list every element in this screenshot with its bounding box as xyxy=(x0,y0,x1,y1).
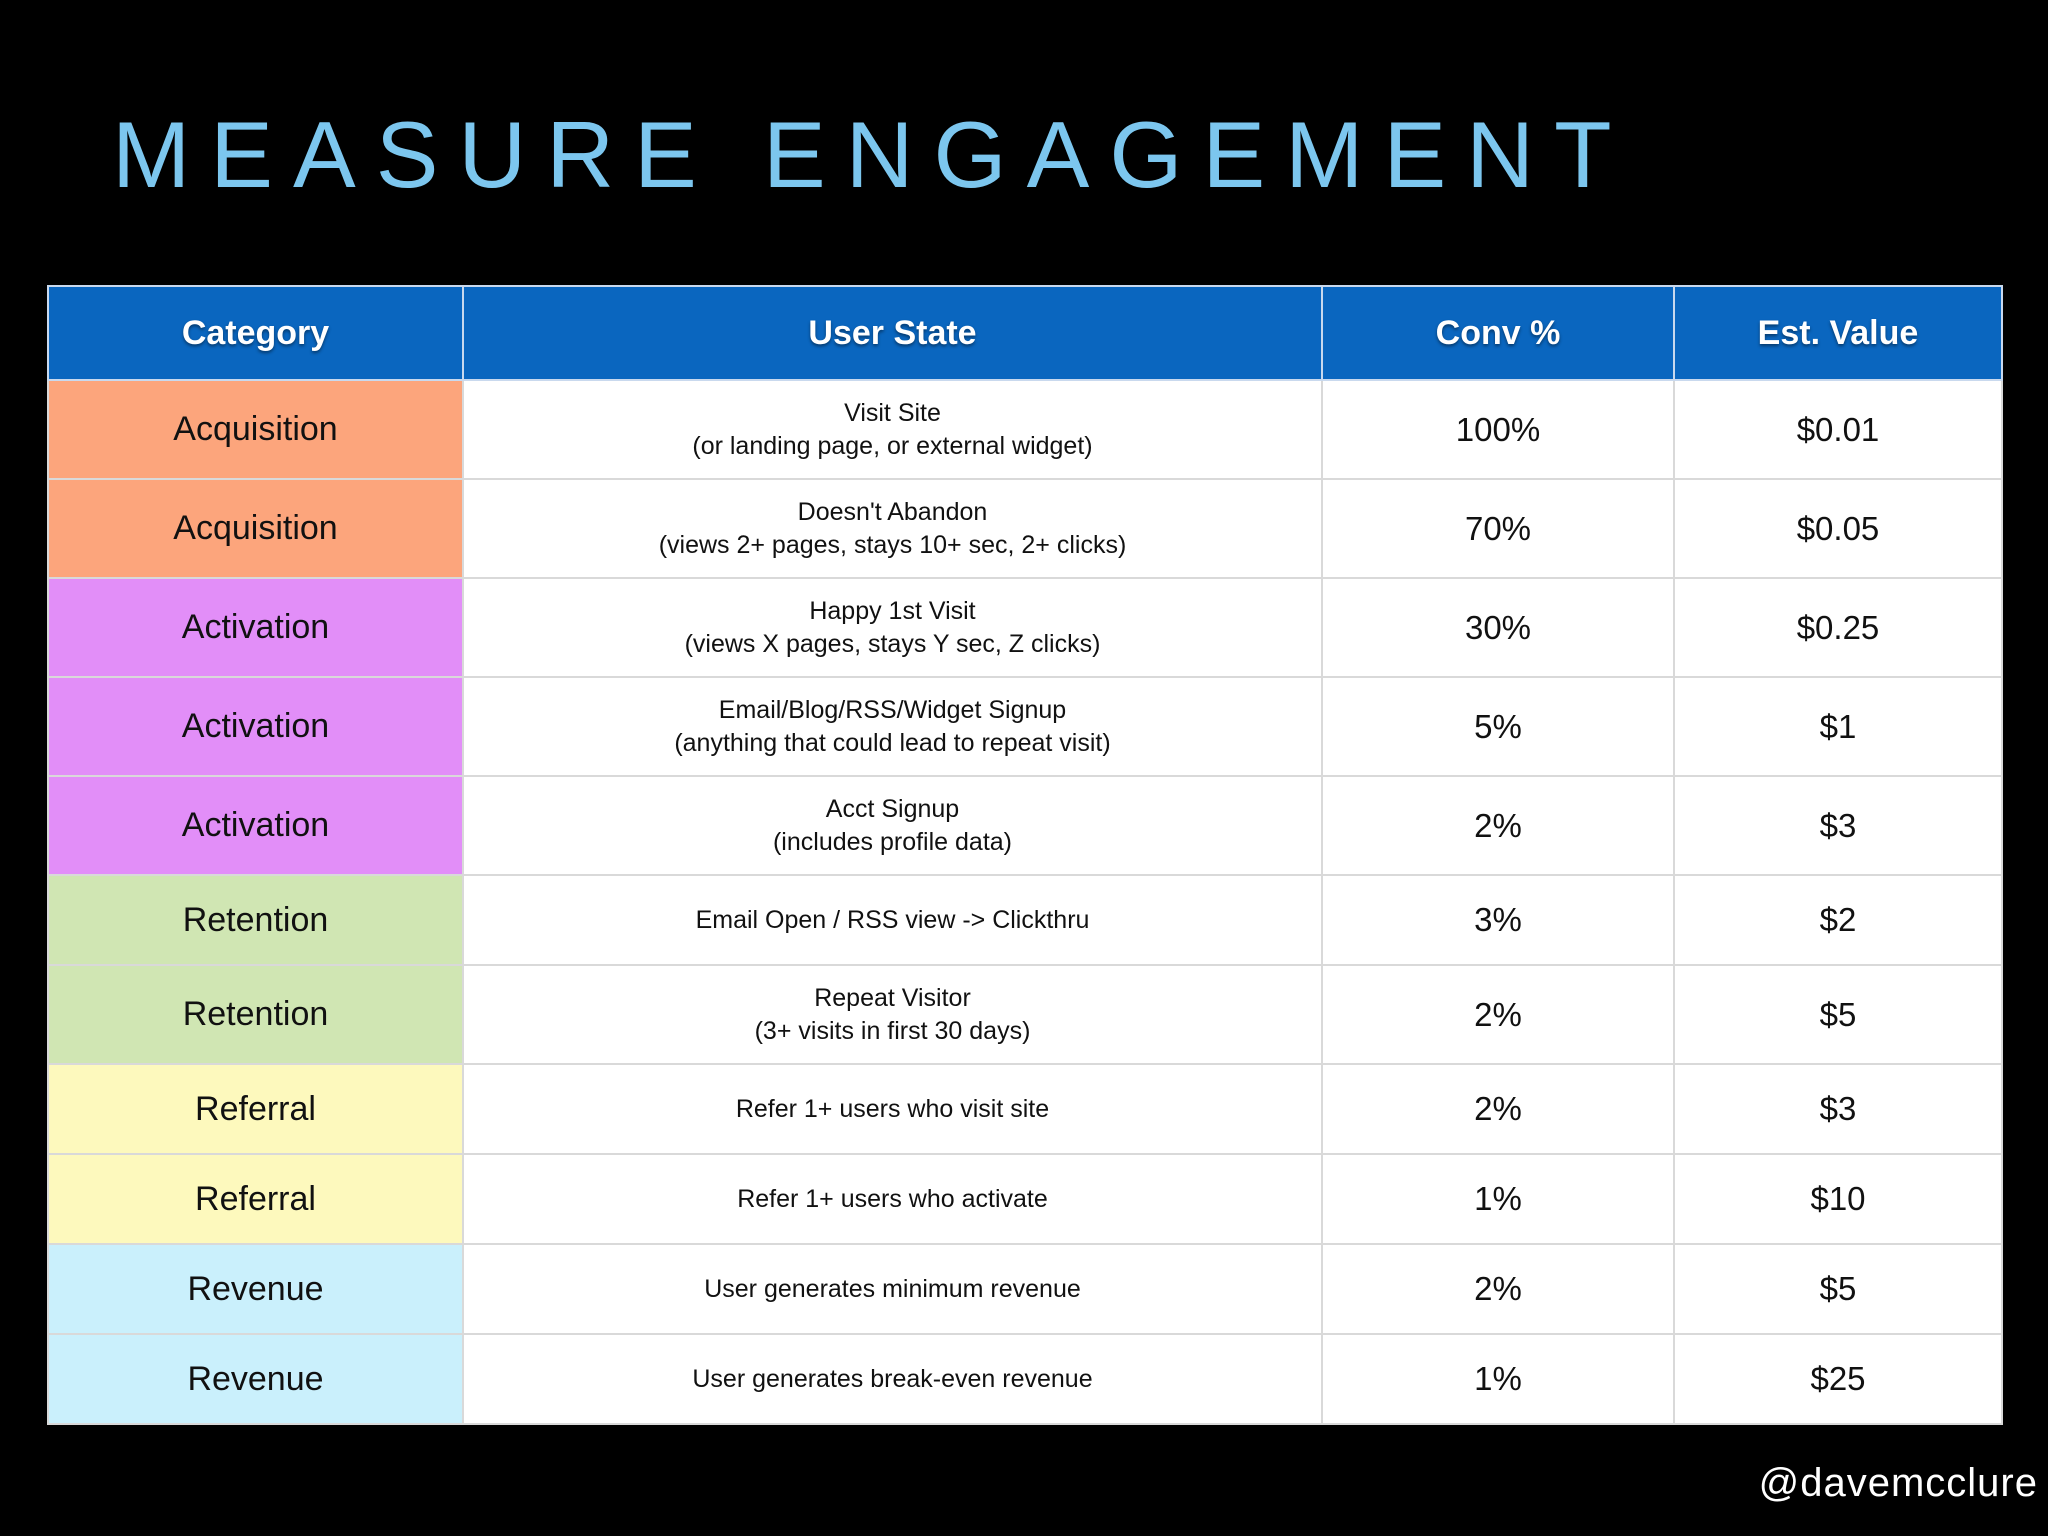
table-row: Activation Happy 1st Visit (views X page… xyxy=(47,577,2003,678)
user-state-cell: Visit Site (or landing page, or external… xyxy=(462,379,1323,480)
user-state-text: Doesn't Abandon xyxy=(797,498,988,526)
table-row: Activation Email/Blog/RSS/Widget Signup … xyxy=(47,676,2003,777)
user-state-note: (views X pages, stays Y sec, Z clicks) xyxy=(684,629,1101,658)
est-value-cell: $2 xyxy=(1673,874,2003,966)
category-cell: Revenue xyxy=(47,1243,464,1335)
conv-percent-cell: 2% xyxy=(1321,1063,1675,1155)
est-value-cell: $10 xyxy=(1673,1153,2003,1245)
user-state-text: Refer 1+ users who activate xyxy=(737,1184,1048,1213)
conv-percent-cell: 2% xyxy=(1321,964,1675,1065)
conv-percent-cell: 70% xyxy=(1321,478,1675,579)
table-row: Activation Acct Signup (includes profile… xyxy=(47,775,2003,876)
user-state-text: Visit Site xyxy=(844,399,941,427)
header-est-value: Est. Value xyxy=(1673,285,2003,381)
user-state-note: (3+ visits in first 30 days) xyxy=(754,1016,1031,1045)
user-state-text: Refer 1+ users who visit site xyxy=(735,1094,1050,1123)
engagement-table: Category User State Conv % Est. Value Ac… xyxy=(47,285,2003,1425)
user-state-cell: Doesn't Abandon (views 2+ pages, stays 1… xyxy=(462,478,1323,579)
est-value-cell: $5 xyxy=(1673,1243,2003,1335)
table-row: Acquisition Doesn't Abandon (views 2+ pa… xyxy=(47,478,2003,579)
user-state-text: Acct Signup xyxy=(825,795,960,823)
category-cell: Activation xyxy=(47,676,464,777)
conv-percent-cell: 3% xyxy=(1321,874,1675,966)
table-row: Retention Email Open / RSS view -> Click… xyxy=(47,874,2003,966)
author-handle: @davemcclure xyxy=(1758,1461,2038,1505)
table-row: Referral Refer 1+ users who visit site 2… xyxy=(47,1063,2003,1155)
category-cell: Activation xyxy=(47,775,464,876)
category-cell: Referral xyxy=(47,1063,464,1155)
user-state-note: (views 2+ pages, stays 10+ sec, 2+ click… xyxy=(658,530,1127,559)
conv-percent-cell: 100% xyxy=(1321,379,1675,480)
user-state-text: User generates break-even revenue xyxy=(692,1364,1093,1393)
category-cell: Referral xyxy=(47,1153,464,1245)
table-row: Acquisition Visit Site (or landing page,… xyxy=(47,379,2003,480)
category-cell: Acquisition xyxy=(47,478,464,579)
user-state-cell: Refer 1+ users who activate xyxy=(462,1153,1323,1245)
table-row: Retention Repeat Visitor (3+ visits in f… xyxy=(47,964,2003,1065)
table-row: Referral Refer 1+ users who activate 1% … xyxy=(47,1153,2003,1245)
est-value-cell: $0.25 xyxy=(1673,577,2003,678)
user-state-cell: Refer 1+ users who visit site xyxy=(462,1063,1323,1155)
est-value-cell: $3 xyxy=(1673,775,2003,876)
category-cell: Retention xyxy=(47,964,464,1065)
user-state-text: Repeat Visitor xyxy=(814,984,971,1012)
user-state-note: (includes profile data) xyxy=(772,827,1012,856)
user-state-cell: Happy 1st Visit (views X pages, stays Y … xyxy=(462,577,1323,678)
est-value-cell: $3 xyxy=(1673,1063,2003,1155)
header-user-state: User State xyxy=(462,285,1323,381)
user-state-note: (or landing page, or external widget) xyxy=(692,431,1093,460)
conv-percent-cell: 1% xyxy=(1321,1333,1675,1425)
est-value-cell: $0.05 xyxy=(1673,478,2003,579)
category-cell: Acquisition xyxy=(47,379,464,480)
conv-percent-cell: 1% xyxy=(1321,1153,1675,1245)
header-category: Category xyxy=(47,285,464,381)
category-cell: Retention xyxy=(47,874,464,966)
user-state-cell: Email Open / RSS view -> Clickthru xyxy=(462,874,1323,966)
user-state-cell: User generates minimum revenue xyxy=(462,1243,1323,1335)
user-state-cell: Repeat Visitor (3+ visits in first 30 da… xyxy=(462,964,1323,1065)
user-state-text: User generates minimum revenue xyxy=(704,1274,1081,1303)
table-row: Revenue User generates break-even revenu… xyxy=(47,1333,2003,1425)
conv-percent-cell: 2% xyxy=(1321,775,1675,876)
est-value-cell: $5 xyxy=(1673,964,2003,1065)
conv-percent-cell: 2% xyxy=(1321,1243,1675,1335)
user-state-text: Email/Blog/RSS/Widget Signup xyxy=(718,696,1067,724)
user-state-cell: Acct Signup (includes profile data) xyxy=(462,775,1323,876)
category-cell: Activation xyxy=(47,577,464,678)
slide-title: MEASURE ENGAGEMENT xyxy=(112,102,1632,207)
table-row: Revenue User generates minimum revenue 2… xyxy=(47,1243,2003,1335)
est-value-cell: $1 xyxy=(1673,676,2003,777)
user-state-text: Email Open / RSS view -> Clickthru xyxy=(695,905,1090,934)
conv-percent-cell: 30% xyxy=(1321,577,1675,678)
header-conv-percent: Conv % xyxy=(1321,285,1675,381)
table-header-row: Category User State Conv % Est. Value xyxy=(47,285,2003,381)
user-state-text: Happy 1st Visit xyxy=(809,597,976,625)
user-state-cell: User generates break-even revenue xyxy=(462,1333,1323,1425)
user-state-cell: Email/Blog/RSS/Widget Signup (anything t… xyxy=(462,676,1323,777)
est-value-cell: $0.01 xyxy=(1673,379,2003,480)
conv-percent-cell: 5% xyxy=(1321,676,1675,777)
est-value-cell: $25 xyxy=(1673,1333,2003,1425)
user-state-note: (anything that could lead to repeat visi… xyxy=(674,728,1111,757)
category-cell: Revenue xyxy=(47,1333,464,1425)
